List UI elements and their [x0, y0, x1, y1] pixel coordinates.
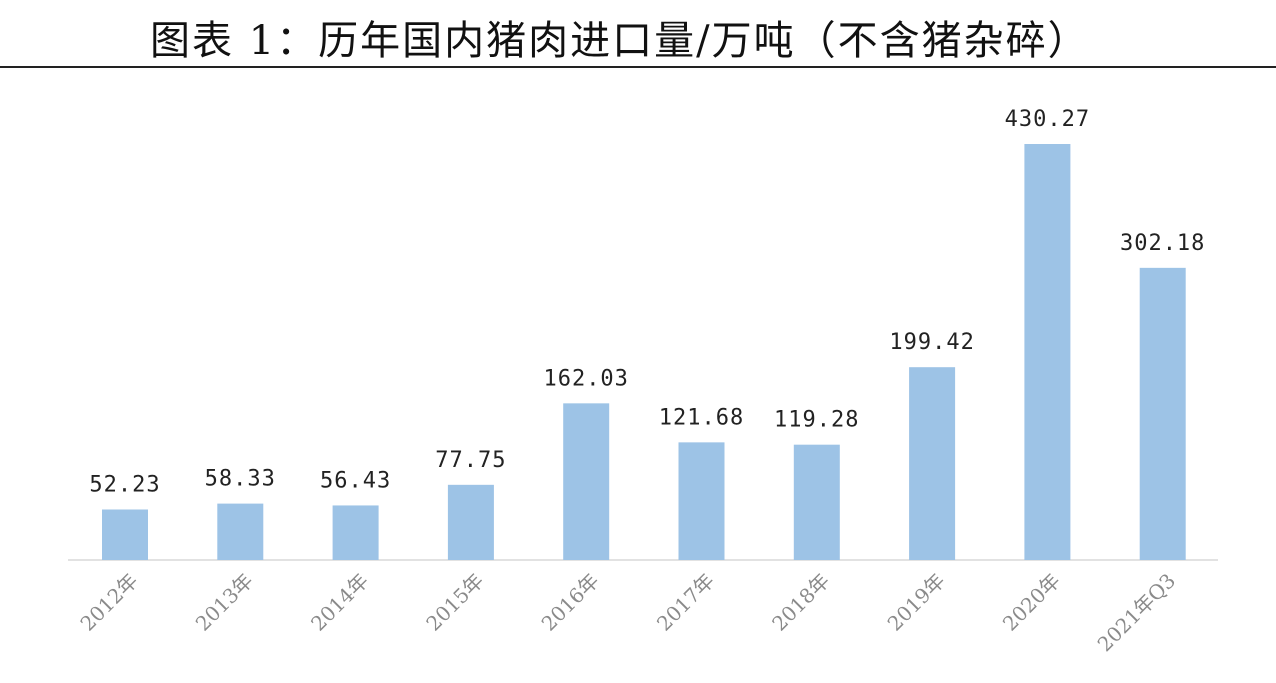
bar-value-label-5: 121.68: [659, 405, 744, 430]
chart-title-text: 图表 1：历年国内猪肉进口量/万吨（不含猪杂碎）: [150, 18, 1090, 64]
bar-0: [102, 509, 148, 560]
bar-value-label-6: 119.28: [774, 408, 859, 433]
title-divider: [0, 66, 1276, 68]
x-tick-label-5: 2017年: [652, 569, 719, 636]
x-tick-label-4: 2016年: [537, 569, 604, 636]
bar-value-label-1: 58.33: [205, 467, 276, 492]
bar-5: [678, 442, 725, 560]
x-tick-label-0: 2012年: [75, 569, 142, 636]
bar-value-label-7: 199.42: [889, 330, 974, 355]
bar-4: [563, 403, 610, 560]
bar-value-label-4: 162.03: [543, 366, 628, 391]
bar-value-label-3: 77.75: [435, 448, 506, 473]
x-tick-label-7: 2019年: [883, 569, 950, 636]
bar-value-label-2: 56.43: [320, 468, 391, 493]
bar-3: [447, 484, 494, 560]
bar-chart: 52.23 2012年 58.33 2013年 56.43 2014年 77.75 2015年…: [68, 107, 1218, 657]
x-tick-label-1: 2013年: [191, 569, 258, 636]
bar-2: [332, 505, 379, 560]
bar-value-label-0: 52.23: [89, 473, 160, 498]
x-tick-label-6: 2018年: [767, 569, 834, 636]
bar-value-label-9: 302.18: [1120, 231, 1205, 256]
bar-8: [1024, 144, 1071, 560]
chart-title: 图表 1：历年国内猪肉进口量/万吨（不含猪杂碎）: [0, 4, 1276, 64]
bar-6: [793, 444, 840, 560]
bar-value-label-8: 430.27: [1005, 107, 1090, 132]
bar-1: [217, 503, 264, 560]
x-tick-label-2: 2014年: [306, 569, 373, 636]
x-tick-label-8: 2020年: [998, 569, 1065, 636]
bar-7: [909, 367, 956, 560]
x-tick-label-3: 2015年: [421, 569, 488, 636]
bar-9: [1139, 267, 1186, 560]
x-tick-label-9: 2021年Q3: [1093, 569, 1181, 657]
